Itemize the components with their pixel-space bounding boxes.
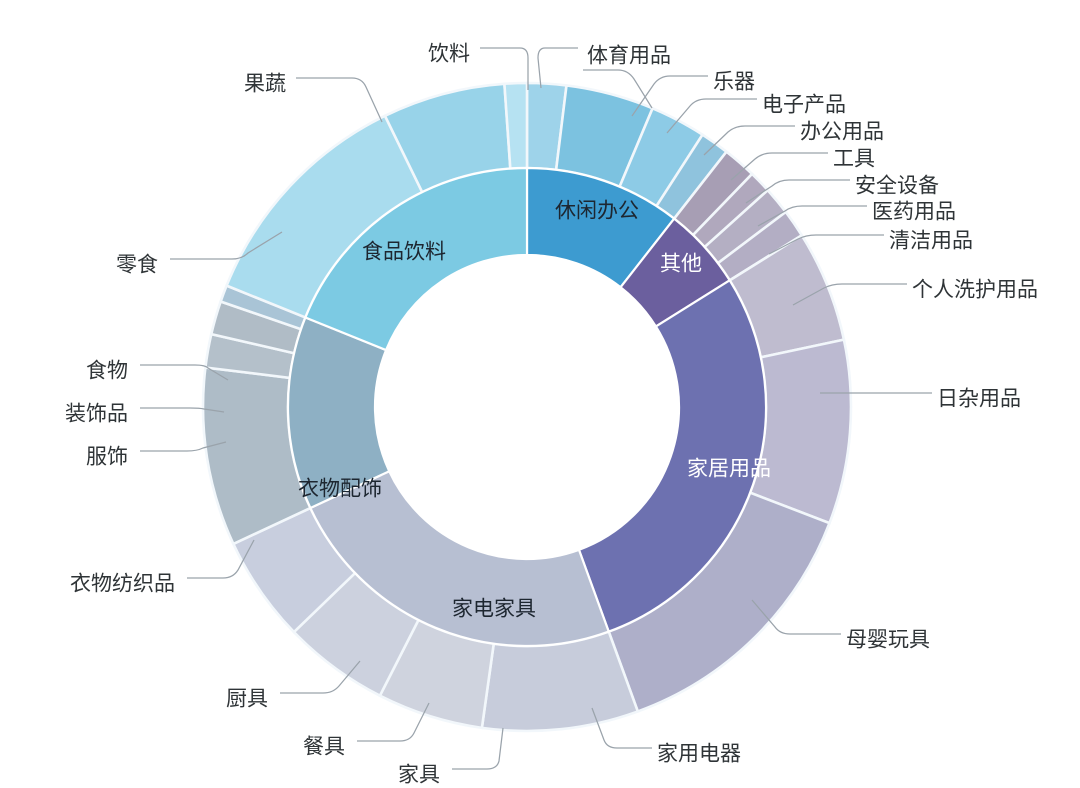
segment-callout-label: 餐具	[303, 736, 345, 759]
sunburst-segment[interactable]: 家用电器	[480, 629, 640, 733]
segment-callout-label: 乐器	[713, 71, 755, 94]
leader-line	[452, 727, 504, 770]
inner-ring-label: 家电家具	[452, 598, 536, 621]
segment-callout-label: 服饰	[86, 446, 128, 469]
segment-callout-label: 办公用品	[800, 121, 884, 144]
inner-ring-label: 食品饮料	[362, 241, 446, 264]
leader-line	[730, 152, 828, 181]
segment-callout-label: 装饰品	[65, 403, 128, 426]
segment-callout-label: 饮料	[428, 43, 470, 66]
leader-line	[768, 234, 884, 255]
leader-line	[703, 125, 795, 156]
segment-callout-label: 衣物纺织品	[70, 573, 175, 596]
leader-line	[745, 179, 850, 204]
leader-line	[296, 77, 383, 123]
outer-ring-group: 体育用品乐器电子产品办公用品工具安全设备医药用品清洁用品个人洗护用品日杂用品母婴…	[201, 81, 853, 733]
inner-ring-label: 其他	[660, 253, 702, 276]
sunburst-segment[interactable]: 家居用品	[577, 278, 768, 634]
inner-ring-label: 休闲办公	[555, 200, 639, 223]
sunburst-segment[interactable]: 食品饮料	[303, 166, 529, 352]
segment-callout-label: 家用电器	[657, 743, 741, 766]
leader-line	[757, 205, 867, 227]
segment-callout-label: 日杂用品	[937, 388, 1021, 411]
leader-line	[591, 707, 652, 749]
segment-callout-label: 母婴玩具	[846, 629, 930, 652]
segment-callout-label: 医药用品	[872, 201, 956, 224]
leader-line	[537, 47, 578, 89]
segment-callout-label: 厨具	[226, 688, 268, 711]
inner-ring-label: 家居用品	[687, 458, 771, 481]
leader-lines-group	[140, 47, 932, 770]
segment-callout-label: 家具	[398, 764, 440, 787]
leader-line	[170, 231, 283, 260]
leader-line	[792, 283, 907, 306]
leader-line	[751, 599, 841, 635]
segment-callout-label: 安全设备	[855, 175, 939, 198]
segment-callout-label: 个人洗护用品	[912, 279, 1038, 302]
leader-line	[666, 98, 757, 134]
segment-callout-label: 电子产品	[762, 94, 846, 117]
segment-callout-label: 果蔬	[244, 73, 286, 96]
leader-line	[187, 539, 255, 579]
leader-line	[631, 75, 708, 117]
leader-line	[280, 660, 361, 694]
leader-line	[480, 47, 529, 90]
segment-callout-label: 清洁用品	[889, 230, 973, 253]
leader-line	[140, 364, 229, 381]
segment-callout-label: 食物	[86, 360, 128, 383]
segment-callout-label: 工具	[833, 148, 875, 171]
segment-callout-label: 零食	[116, 254, 158, 277]
sunburst-segment[interactable]: 家电家具	[308, 469, 611, 648]
leader-line	[357, 702, 430, 742]
leader-line	[140, 441, 227, 452]
segment-callout-label: 体育用品	[587, 45, 671, 68]
leader-line	[140, 407, 225, 413]
inner-ring-label: 衣物配饰	[298, 478, 382, 501]
leader-line	[583, 69, 653, 109]
